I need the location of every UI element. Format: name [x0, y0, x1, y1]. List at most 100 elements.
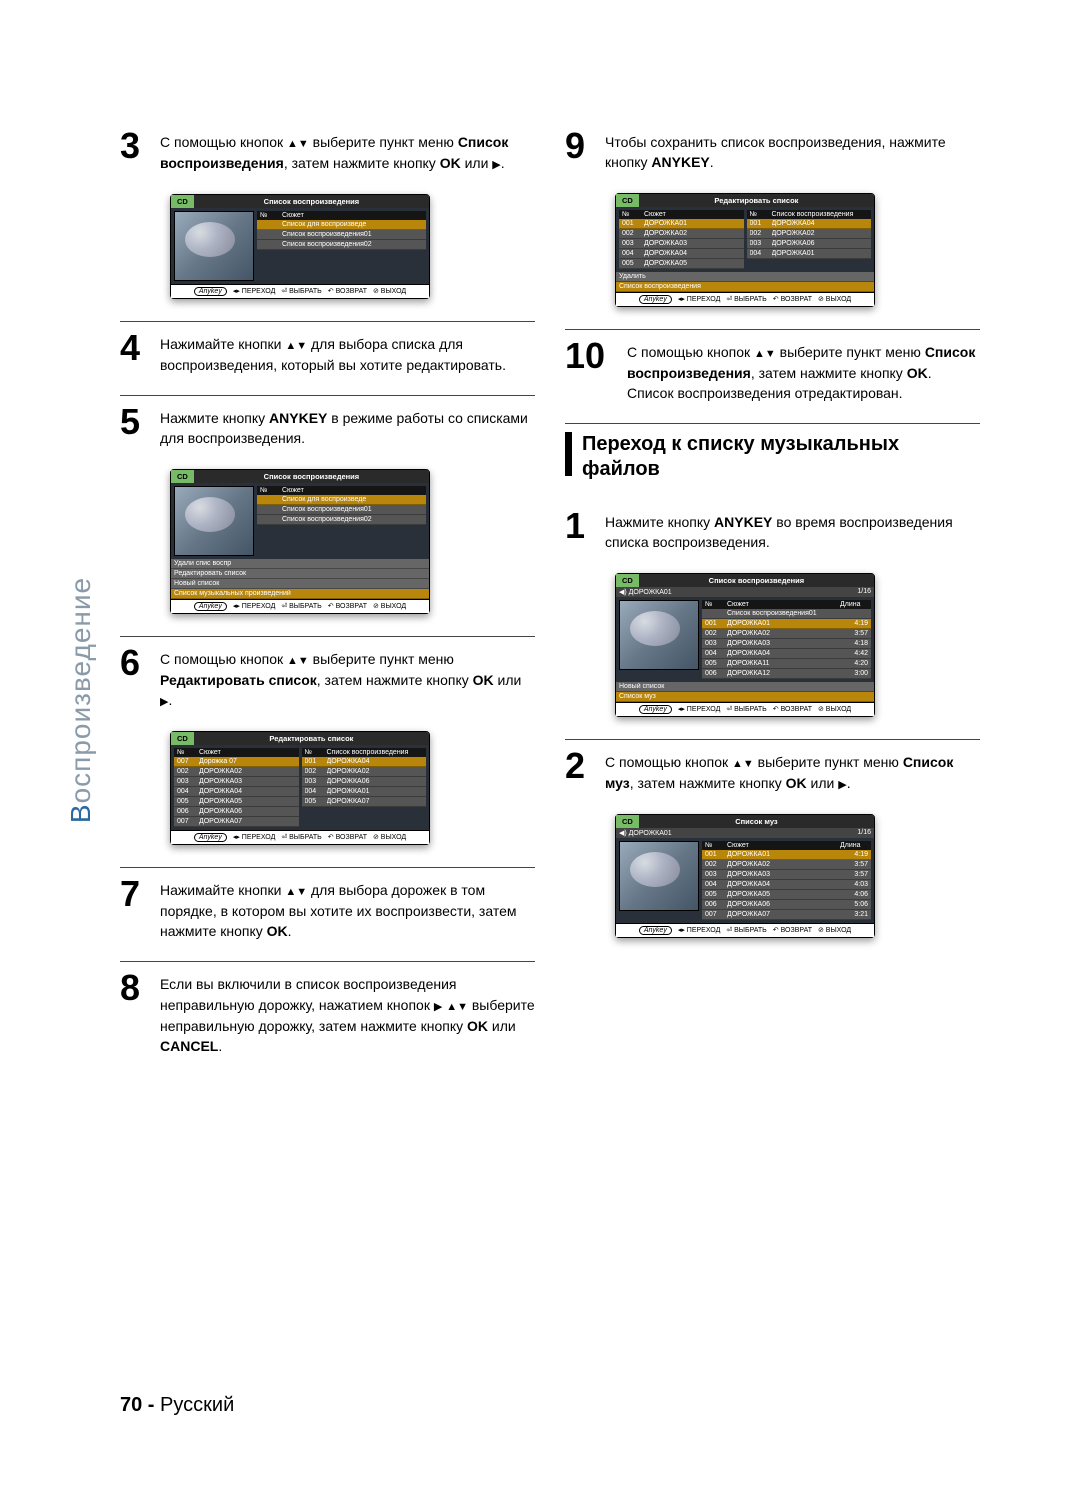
shot-header-row: №Сюжет — [257, 486, 426, 495]
step-text: Если вы включили в список воспроизведени… — [160, 970, 535, 1056]
shot: CDСписок воспроизведения №Сюжет Список д… — [170, 469, 430, 614]
cd-tag: CD — [616, 574, 639, 587]
shot-row: 007Дорожка 07 — [174, 757, 299, 767]
left-column: 3 С помощью кнопок ▲▼ выберите пункт мен… — [60, 120, 535, 1076]
shot-row: 001ДОРОЖКА01 — [619, 219, 744, 229]
menu-item: Удали спис воспр — [171, 559, 429, 569]
step-text: С помощью кнопок ▲▼ выберите пункт меню … — [160, 645, 535, 711]
step: 4 Нажимайте кнопки ▲▼ для выбора списка … — [120, 321, 535, 375]
anykey-badge: Anykey — [194, 833, 227, 842]
step-number: 6 — [120, 645, 148, 711]
shot-row: 006ДОРОЖКА065:06 — [702, 900, 871, 910]
shot-row: 003ДОРОЖКА034:18 — [702, 639, 871, 649]
cd-tag: CD — [171, 195, 194, 208]
step: 9 Чтобы сохранить список воспроизведения… — [565, 120, 980, 173]
album-art — [619, 600, 699, 670]
menu-item: Новый список — [616, 682, 874, 692]
shot-row: 003ДОРОЖКА033:57 — [702, 870, 871, 880]
shot: CDРедактировать список №Сюжет 007Дорожка… — [170, 731, 430, 845]
shot-row: 003ДОРОЖКА03 — [619, 239, 744, 249]
step-number: 8 — [120, 970, 148, 1056]
step: 7 Нажимайте кнопки ▲▼ для выбора дорожек… — [120, 867, 535, 942]
shot-row: 001ДОРОЖКА014:19 — [702, 619, 871, 629]
step-text: Нажмите кнопку ANYKEY в режиме работы со… — [160, 404, 535, 449]
shot-row: Список для воспроизведе — [257, 495, 426, 505]
shot-row: 003ДОРОЖКА06 — [302, 777, 427, 787]
shot-header-row: №Сюжет — [257, 211, 426, 220]
shot-row: 003ДОРОЖКА06 — [747, 239, 872, 249]
shot-header-row: №Сюжет — [619, 210, 744, 219]
now-playing: ◀) ДОРОЖКА011/16 — [616, 828, 874, 838]
section-bar — [565, 432, 572, 476]
shot-row: 001ДОРОЖКА04 — [747, 219, 872, 229]
album-art — [619, 841, 699, 911]
shot-row: 002ДОРОЖКА02 — [747, 229, 872, 239]
step-text: Нажимайте кнопки ▲▼ для выбора списка дл… — [160, 330, 535, 375]
shot-row: 004ДОРОЖКА04 — [619, 249, 744, 259]
album-art — [174, 211, 254, 281]
step-text: С помощью кнопок ▲▼ выберите пункт меню … — [627, 338, 980, 404]
shot-row: 005ДОРОЖКА05 — [619, 259, 744, 269]
cd-tag: CD — [171, 470, 194, 483]
side-section-label: Воспроизведение — [65, 577, 97, 823]
anykey-badge: Anykey — [194, 602, 227, 611]
shot-header-row: №Список воспроизведения — [747, 210, 872, 219]
section-header: Переход к списку музыкальных файлов — [565, 423, 980, 482]
shot-row: Список воспроизведения01 — [257, 230, 426, 240]
side-initial: В — [65, 803, 96, 823]
anykey-badge: Anykey — [639, 926, 672, 935]
shot-row: 007ДОРОЖКА07 — [174, 817, 299, 827]
step-number: 4 — [120, 330, 148, 375]
shot-title: Редактировать список — [194, 732, 429, 745]
shot-row: 002ДОРОЖКА02 — [302, 767, 427, 777]
menu-item: Новый список — [171, 579, 429, 589]
page-footer: 70 - Русский — [120, 1394, 234, 1417]
shot-title: Список муз — [639, 815, 874, 828]
shot-row: 004ДОРОЖКА044:42 — [702, 649, 871, 659]
step: 8 Если вы включили в список воспроизведе… — [120, 961, 535, 1056]
context-menu: Новый списокСписок муз — [616, 682, 874, 702]
shot-row: 004ДОРОЖКА044:03 — [702, 880, 871, 890]
shot-row: 002ДОРОЖКА02 — [619, 229, 744, 239]
album-art — [174, 486, 254, 556]
step-text: Чтобы сохранить список воспроизведения, … — [605, 128, 980, 173]
shot-header-row: №СюжетДлина — [702, 600, 871, 609]
cd-tag: CD — [171, 732, 194, 745]
shot-header-row: №Сюжет — [174, 748, 299, 757]
shot-row: Список воспроизведения02 — [257, 515, 426, 525]
anykey-badge: Anykey — [639, 295, 672, 304]
menu-item: Удалить — [616, 272, 874, 282]
step-text: Нажмите кнопку ANYKEY во время воспроизв… — [605, 508, 980, 553]
menu-item: Список муз — [616, 692, 874, 702]
shot-title: Редактировать список — [639, 194, 874, 207]
shot-footer: Anykey ◂▸ ПЕРЕХОД ⏎ ВЫБРАТЬ ↶ ВОЗВРАТ ⊘ … — [616, 923, 874, 937]
shot-header-row: №СюжетДлина — [702, 841, 871, 850]
shot-row: 006ДОРОЖКА06 — [174, 807, 299, 817]
shot-footer: Anykey ◂▸ ПЕРЕХОД ⏎ ВЫБРАТЬ ↶ ВОЗВРАТ ⊘ … — [616, 292, 874, 306]
step: 1 Нажмите кнопку ANYKEY во время воспрои… — [565, 500, 980, 553]
step: 2 С помощью кнопок ▲▼ выберите пункт мен… — [565, 739, 980, 794]
step-number: 1 — [565, 508, 593, 553]
shot-row: Список воспроизведения01 — [257, 505, 426, 515]
step-number: 10 — [565, 338, 615, 404]
side-rest: оспроизведение — [65, 577, 96, 803]
step-number: 9 — [565, 128, 593, 173]
menu-item: Редактировать список — [171, 569, 429, 579]
page-number: 70 - — [120, 1394, 154, 1416]
cd-tag: CD — [616, 194, 639, 207]
cd-tag: CD — [616, 815, 639, 828]
shot-row: 005ДОРОЖКА114:20 — [702, 659, 871, 669]
shot-row: 007ДОРОЖКА073:21 — [702, 910, 871, 920]
shot-footer: Anykey ◂▸ ПЕРЕХОД ⏎ ВЫБРАТЬ ↶ ВОЗВРАТ ⊘ … — [171, 599, 429, 613]
shot-row: 006ДОРОЖКА123:00 — [702, 669, 871, 679]
shot-row: 004ДОРОЖКА01 — [747, 249, 872, 259]
shot-row: 001ДОРОЖКА04 — [302, 757, 427, 767]
step-number: 7 — [120, 876, 148, 942]
shot-row: 005ДОРОЖКА07 — [302, 797, 427, 807]
context-menu: Удали спис воспрРедактировать списокНовы… — [171, 559, 429, 599]
shot-row: 004ДОРОЖКА01 — [302, 787, 427, 797]
step: 5 Нажмите кнопку ANYKEY в режиме работы … — [120, 395, 535, 449]
shot-title: Список воспроизведения — [194, 195, 429, 208]
shot: CDРедактировать список №Сюжет 001ДОРОЖКА… — [615, 193, 875, 307]
shot: CDСписок муз ◀) ДОРОЖКА011/16 №СюжетДлин… — [615, 814, 875, 938]
